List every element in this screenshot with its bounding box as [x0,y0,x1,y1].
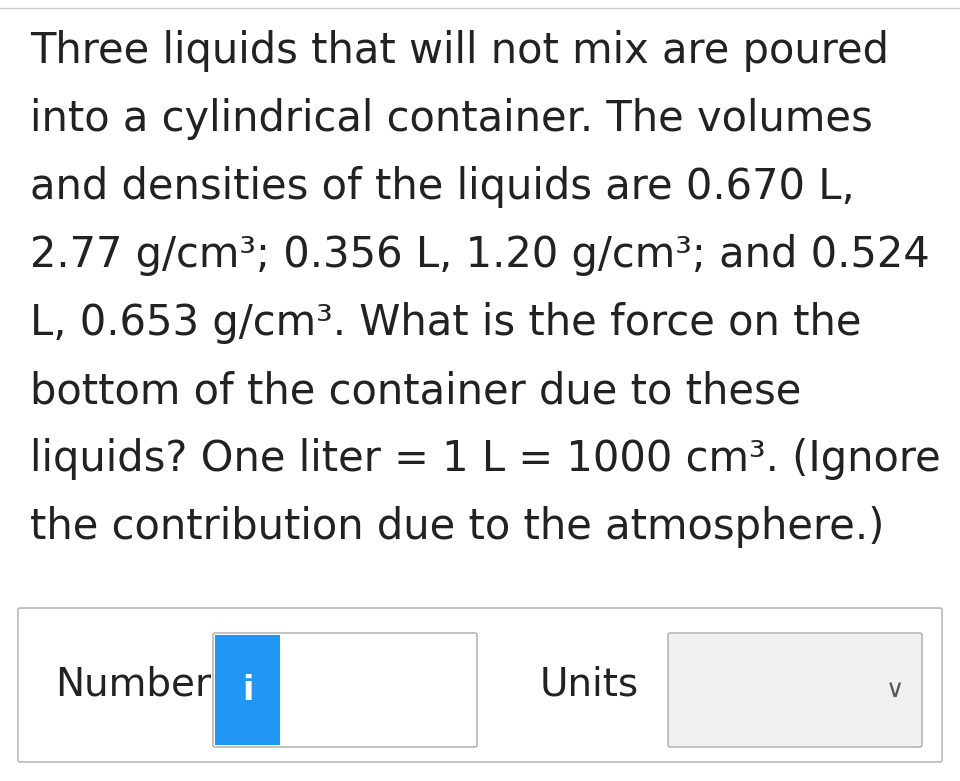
Text: liquids? One liter = 1 L = 1000 cm³. (Ignore: liquids? One liter = 1 L = 1000 cm³. (Ig… [30,438,941,480]
Text: Three liquids that will not mix are poured: Three liquids that will not mix are pour… [30,30,889,72]
Text: and densities of the liquids are 0.670 L,: and densities of the liquids are 0.670 L… [30,166,854,208]
Text: bottom of the container due to these: bottom of the container due to these [30,370,802,412]
FancyBboxPatch shape [213,633,477,747]
Text: the contribution due to the atmosphere.): the contribution due to the atmosphere.) [30,506,884,548]
FancyBboxPatch shape [668,633,922,747]
FancyBboxPatch shape [18,608,942,762]
Text: Number: Number [55,666,211,704]
FancyBboxPatch shape [215,635,280,745]
Text: 2.77 g/cm³; 0.356 L, 1.20 g/cm³; and 0.524: 2.77 g/cm³; 0.356 L, 1.20 g/cm³; and 0.5… [30,234,929,276]
Text: ∨: ∨ [886,678,904,702]
Text: i: i [242,673,253,707]
Text: L, 0.653 g/cm³. What is the force on the: L, 0.653 g/cm³. What is the force on the [30,302,861,344]
Text: into a cylindrical container. The volumes: into a cylindrical container. The volume… [30,98,873,140]
Text: Units: Units [540,666,639,704]
